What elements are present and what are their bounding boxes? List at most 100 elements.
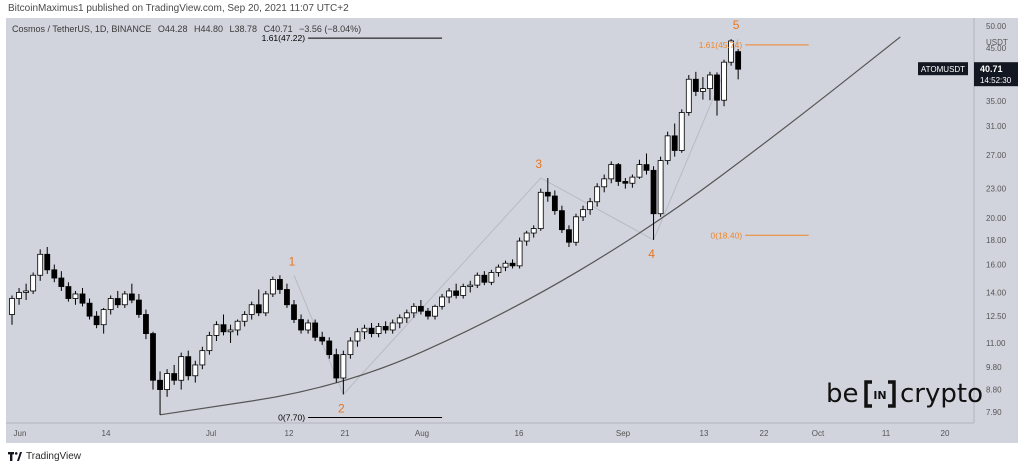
chart-frame[interactable]: 1.61(47.22) 0(7.70) 1.61(45.74) 0(18.40) 1 2 3… [6,18,1018,443]
candle-body [523,232,530,242]
candle-body [262,293,269,314]
candle-body [30,274,37,292]
wave-label: 5 [733,18,740,32]
candle [354,328,361,347]
price-tick-label: 14.00 [986,288,1007,297]
candle-body [16,292,22,299]
fib-level-label: 1.61(47.22) [262,33,306,43]
candle [502,260,509,272]
candle-body [51,269,58,279]
price-chart[interactable]: 1.61(47.22)0(7.70)1.61(45.74)0(18.40)123… [6,18,1018,443]
candle [37,249,44,281]
candle [432,304,438,320]
price-badge-countdown: 14:52:30 [980,76,1012,85]
candle-body [192,364,199,377]
candle [375,322,382,338]
candle-body [636,164,643,178]
legend-high: 44.80 [200,24,223,34]
candle-body [594,186,601,203]
candle [417,300,424,315]
candle-body [86,302,93,317]
candle [305,319,312,334]
wave-label: 2 [338,401,345,415]
time-tick-label: Aug [415,429,429,438]
candle [495,264,502,277]
candle-body [227,329,234,333]
fib-level-label: 1.61(45.74) [699,40,743,50]
candle [566,225,572,247]
candle-body [107,298,114,310]
candle [692,71,699,97]
footer-brand: TradingView [26,451,82,462]
watermark-be: be [826,379,859,409]
watermark-crypto: crypto [900,379,983,409]
candle-body [685,78,692,113]
candle [446,288,453,304]
candle-body [319,336,326,342]
candle [291,300,297,323]
candle-body [692,78,699,92]
candle [551,190,558,215]
candle-body [65,286,72,299]
publisher-bar: BitcoinMaximus1 published on TradingView… [0,0,1024,18]
candle [509,259,516,269]
candle [594,183,601,207]
price-tick-label: 18.00 [986,236,1007,245]
candle [403,309,410,323]
candle [707,71,713,101]
candle-body [678,112,685,151]
candle [601,174,608,193]
candle-body [728,40,734,63]
candle-body [622,181,629,184]
time-tick-label: 16 [515,429,524,438]
wave-label: 4 [648,247,655,261]
candle [481,271,488,286]
candle [135,293,142,318]
candle [368,322,375,338]
candle-body [707,74,713,90]
candle [114,290,121,308]
candle [347,337,354,359]
candle-body [460,286,467,296]
candle [206,331,213,355]
candle [700,77,706,100]
watermark-bracket-icon: IN [864,380,896,408]
candle-body [714,74,720,101]
candle-body [213,324,220,336]
candle-body [530,228,537,234]
candle [9,295,15,325]
candle [143,309,149,340]
candle-body [220,324,227,333]
candle-body [72,293,79,299]
candle-body [199,350,206,366]
watermark-in: IN [873,389,886,402]
candle [622,177,629,189]
candle-body [312,322,319,338]
candle-body [58,277,65,287]
fib-level-label: 0(7.70) [278,412,305,422]
candle [474,272,481,289]
candle [44,246,51,274]
legend-c-label: C [264,24,271,34]
candle [382,321,389,334]
tradingview-logo-icon [8,452,22,461]
candle [523,230,530,246]
candle-body [615,164,622,182]
time-tick-label: 11 [882,429,891,438]
fib-level-label: 0(18.40) [711,230,743,240]
time-axis[interactable]: Jun 14 Jul 12 21 Aug 16 Sep 13 22 Oct 11 20 [6,422,1018,443]
candle [728,39,734,66]
candle [467,280,474,293]
price-tick-label: 50.00 [986,22,1007,31]
candle-body [206,335,213,352]
candle [516,237,523,269]
price-axis[interactable]: 7.90 8.80 9.80 11.00 12.50 14.00 16.00 18.00 20.… [918,18,1018,443]
candle-body [93,315,100,326]
candle [100,307,107,334]
candle [650,166,657,240]
candle-body [664,135,671,161]
candle [16,288,22,305]
candle [714,72,720,116]
candle [580,205,586,222]
candle [255,289,262,317]
